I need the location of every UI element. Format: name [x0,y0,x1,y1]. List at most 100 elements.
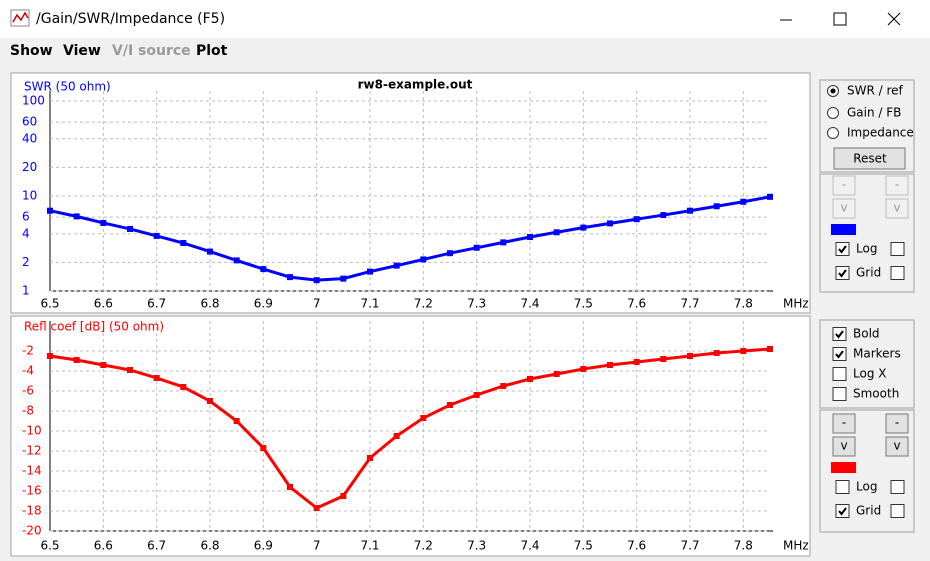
checkbox-label[interactable]: Log [856,242,877,256]
marker [420,415,427,421]
radio-label[interactable]: SWR / ref [847,84,904,98]
maximize-button[interactable] [833,12,847,26]
marker [260,445,267,451]
reset-label[interactable]: Reset [853,152,887,166]
checkbox[interactable] [832,387,847,401]
step-button[interactable] [832,413,856,434]
marker [580,224,587,231]
x-tick-label: 6.5 [40,539,59,553]
checkbox[interactable] [835,266,850,280]
step-label[interactable]: - [895,416,899,430]
reset-button[interactable] [833,147,906,170]
checkbox-label[interactable]: Log X [853,367,886,381]
step-button[interactable] [832,175,856,196]
marker [73,357,80,363]
color-swatch[interactable] [831,462,856,473]
radio-button[interactable] [827,127,839,139]
radio-dot [830,88,836,94]
checkbox[interactable] [890,242,905,256]
checkbox[interactable] [835,242,850,256]
checkbox-label[interactable]: Smooth [853,387,899,401]
x-tick-label: 6.7 [147,297,166,311]
step-label[interactable]: v [840,439,847,453]
marker [527,376,533,382]
marker [447,250,453,257]
marker [473,392,480,398]
marker [687,353,693,359]
x-unit: MHz [783,297,809,311]
x-tick-label: 6.6 [94,539,113,553]
step-button[interactable] [885,175,909,196]
step-button[interactable] [885,198,909,219]
checkbox[interactable] [890,504,905,518]
marker [660,212,667,219]
step-button[interactable] [885,413,909,434]
checkbox-label[interactable]: Log [856,480,877,494]
marker [580,366,587,372]
group-box [819,79,915,173]
window-title: /Gain/SWR/Impedance (F5) [36,11,225,27]
y-axis-label: SWR (50 ohm) [24,80,111,94]
checkbox[interactable] [832,347,847,361]
x-tick-label: 7.4 [520,297,539,311]
step-label[interactable]: - [842,178,846,192]
x-tick-label: 7.2 [414,297,433,311]
marker [340,493,347,499]
menu-item[interactable]: View [63,43,101,59]
x-tick-label: 7.5 [574,539,593,553]
y-tick-label: -20 [22,524,42,538]
x-tick-label: 7.3 [467,297,486,311]
x-tick-label: 6.7 [147,539,166,553]
step-label[interactable]: - [842,416,846,430]
x-tick-label: 7.8 [734,297,753,311]
x-tick-label: 6.6 [94,297,113,311]
step-label[interactable]: - [895,178,899,192]
step-label[interactable]: v [893,201,900,215]
step-button[interactable] [885,436,909,457]
marker [100,219,107,226]
chart-title: rw8-example.out [358,78,473,92]
marker [500,383,507,389]
marker [660,356,667,362]
checkbox[interactable] [890,480,905,494]
x-unit: MHz [783,539,809,553]
x-tick-label: 7.1 [360,297,379,311]
data-line [49,195,771,282]
x-tick-label: 6.9 [254,539,273,553]
checkbox[interactable] [832,327,847,341]
step-button[interactable] [832,198,856,219]
radio-button[interactable] [827,107,839,119]
marker [553,371,560,377]
color-swatch[interactable] [831,224,856,235]
checkbox-label[interactable]: Grid [856,504,881,518]
menu-item[interactable]: Show [10,43,53,59]
marker [740,348,747,354]
marker [767,346,773,352]
check-mark [838,269,847,278]
radio-label[interactable]: Gain / FB [847,106,901,120]
x-tick-label: 7.3 [467,539,486,553]
y-tick-label: -8 [22,404,34,418]
step-button[interactable] [832,436,856,457]
checkbox[interactable] [835,480,850,494]
check-mark [835,330,844,339]
y-tick-label: 6 [22,210,30,224]
close-button[interactable] [887,12,901,26]
marker [713,203,720,210]
checkbox[interactable] [890,266,905,280]
checkbox-label[interactable]: Grid [856,266,881,280]
step-label[interactable]: v [893,439,900,453]
x-tick-label: 6.5 [40,297,59,311]
marker [393,262,400,269]
checkbox[interactable] [832,367,847,381]
checkbox-label[interactable]: Markers [853,347,901,361]
step-label[interactable]: v [840,201,847,215]
checkbox-label[interactable]: Bold [853,327,880,341]
x-tick-label: 7.7 [680,539,699,553]
checkbox[interactable] [835,504,850,518]
marker [420,256,427,263]
radio-label[interactable]: Impedance [847,126,914,140]
menu-item[interactable]: V/I source [112,43,191,59]
menu-item[interactable]: Plot [196,43,228,59]
